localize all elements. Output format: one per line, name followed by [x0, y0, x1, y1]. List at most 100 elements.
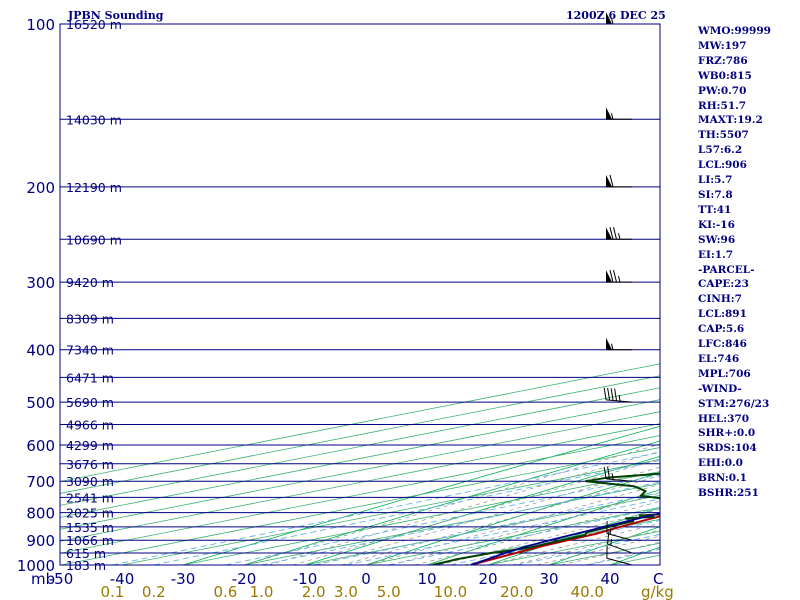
pressure-tick-label: 700 — [26, 473, 55, 491]
index-item: L57:6.2 — [698, 144, 743, 157]
mixing-ratio-label: 0.6 — [213, 583, 237, 600]
wind-barb-pennant — [606, 337, 612, 350]
wind-barb — [606, 337, 632, 351]
wind-barb-flag — [609, 270, 614, 283]
mixing-ratio-label: 10.0 — [434, 583, 467, 600]
index-item: KI:-16 — [698, 218, 735, 231]
wind-barb-staff — [606, 557, 633, 566]
height-label: 1066 m — [66, 533, 114, 548]
pressure-tick-label: 100 — [26, 16, 55, 34]
index-item: EI:1.7 — [698, 248, 734, 261]
pressure-tick-label: 1000 — [17, 557, 55, 575]
wind-barb-flag — [603, 466, 607, 480]
pressure-tick-label: 200 — [26, 179, 55, 197]
index-item: EHI:0.0 — [698, 457, 743, 470]
wind-barb-pennant — [606, 12, 612, 24]
height-label: 4966 m — [66, 418, 114, 433]
index-item: MPL:706 — [698, 367, 751, 380]
wind-barb-flag — [609, 227, 614, 240]
wind-barb-flag — [614, 388, 618, 401]
wind-barb — [606, 270, 632, 283]
wind-barb-half — [611, 473, 614, 480]
wind-barb-flag — [607, 466, 611, 480]
height-label: 615 m — [66, 546, 106, 561]
temperature-tick-label: -30 — [171, 570, 196, 588]
isotherm-line — [121, 459, 660, 565]
index-item: TH:5507 — [698, 129, 749, 142]
moist-adiabat-line — [439, 508, 660, 565]
height-label: 7340 m — [66, 343, 114, 358]
isotherm-line — [60, 399, 660, 518]
mixing-ratio-label: 0.2 — [142, 583, 166, 600]
temperature-tick-label: 20 — [478, 570, 497, 588]
pressure-tick-label: 300 — [26, 274, 55, 292]
index-item: FRZ:786 — [698, 54, 748, 67]
mixing-ratio-line — [261, 481, 660, 565]
moist-adiabat-line — [268, 450, 660, 565]
height-label: 2541 m — [66, 490, 114, 505]
mixing-ratio-label: 5.0 — [377, 583, 401, 600]
height-label: 3676 m — [66, 457, 114, 472]
pressure-unit-label: mb — [31, 570, 55, 588]
wind-barb — [606, 545, 633, 566]
temperature-unit-label: C — [653, 570, 663, 588]
temperature-profile — [470, 515, 660, 565]
wind-barb-pennant — [606, 107, 612, 120]
mixing-ratio-line — [388, 507, 660, 565]
moist-adiabat-line — [365, 483, 660, 565]
moist-adiabat-line — [243, 443, 660, 565]
wind-barb — [606, 174, 632, 188]
plot-frame — [59, 23, 661, 566]
wind-barb — [606, 107, 632, 120]
index-item: BRN:0.1 — [698, 472, 747, 485]
index-item: SW:96 — [698, 233, 736, 246]
wind-barb-half — [610, 539, 612, 546]
index-item: -PARCEL- — [698, 263, 755, 276]
index-item: -WIND- — [698, 382, 742, 395]
wind-barb-staff — [607, 543, 633, 554]
mixing-ratio-label: 1.0 — [250, 583, 274, 600]
height-label: 5690 m — [66, 395, 114, 410]
height-label: 2025 m — [66, 506, 114, 521]
index-item: CAPE:23 — [698, 278, 749, 291]
mixing-ratio-label: 0.1 — [100, 583, 124, 600]
index-item: STM:276/23 — [698, 397, 770, 410]
index-item: SRDS:104 — [698, 442, 757, 455]
pressure-tick-label: 400 — [26, 342, 55, 360]
mixing-ratio-line — [112, 451, 660, 565]
station-title: JPBN Sounding — [68, 9, 164, 22]
pressure-tick-label: 800 — [26, 505, 55, 523]
temperature-tick-label: 40 — [600, 570, 619, 588]
height-label: 3090 m — [66, 474, 114, 489]
isotherm-line — [60, 435, 660, 554]
indices-panel: WMO:99999 MW:197 FRZ:786 WB0:815 PW:0.70 RH:5… — [698, 24, 798, 501]
index-item: RH:51.7 — [698, 99, 747, 112]
isotherm-line — [60, 387, 660, 506]
index-item: CINH:7 — [698, 293, 742, 306]
height-label: 9420 m — [66, 275, 114, 290]
index-item: HEL:370 — [698, 412, 750, 425]
index-item: WB0:815 — [698, 69, 752, 82]
index-item: MAXT:19.2 — [698, 114, 763, 127]
index-item: CAP:5.6 — [698, 323, 745, 336]
index-item: MW:197 — [698, 39, 747, 52]
wind-barb-flag — [613, 227, 617, 240]
wind-barb-pennant — [606, 227, 612, 240]
wind-barb-pennant — [606, 174, 612, 187]
mixing-ratio-label: 40.0 — [571, 583, 604, 600]
wind-barb — [603, 466, 633, 482]
mixing-ratio-label: 3.0 — [334, 583, 358, 600]
height-label: 6471 m — [66, 370, 114, 385]
pressure-tick-label: 500 — [26, 394, 55, 412]
isotherm-line — [60, 411, 660, 530]
parcel-path — [470, 512, 660, 565]
index-item: SHR+:0.0 — [698, 427, 756, 440]
moist-adiabat-line — [292, 458, 660, 565]
temperature-tick-label: 0 — [361, 570, 371, 588]
index-item: EL:746 — [698, 352, 740, 365]
isotherm-line — [60, 423, 660, 542]
wind-barb-flag — [613, 270, 617, 283]
temperature-tick-label: -10 — [293, 570, 318, 588]
mixing-ratio-unit-label: g/kg — [641, 583, 674, 600]
